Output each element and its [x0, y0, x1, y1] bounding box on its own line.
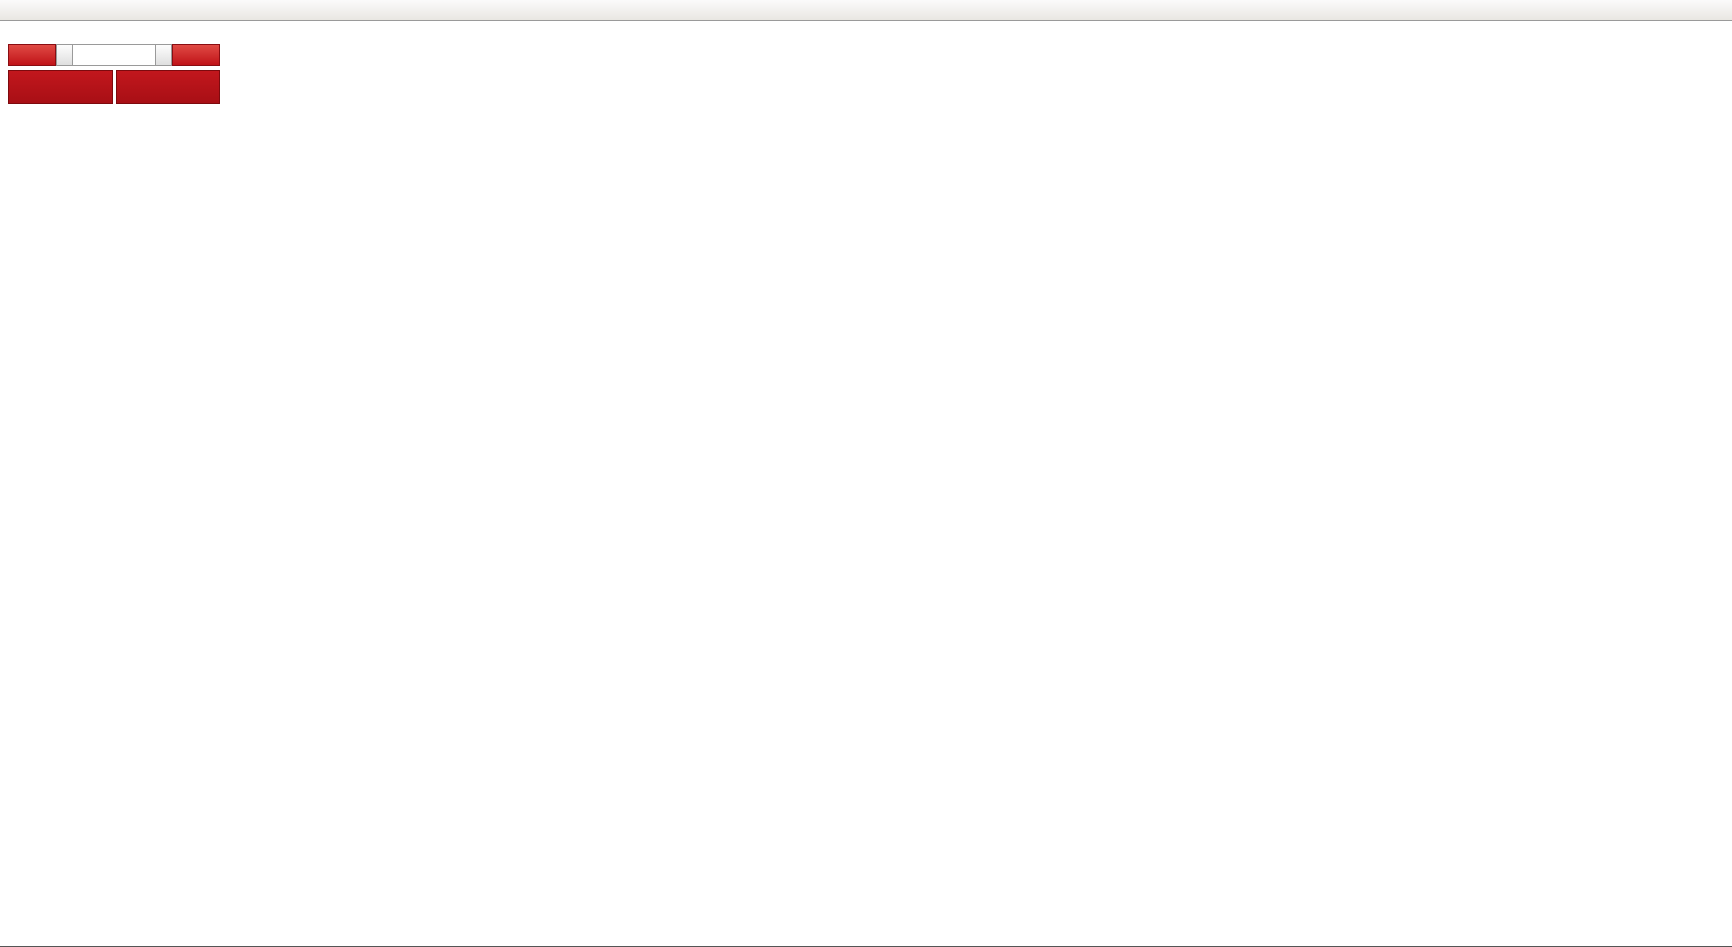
volume-increase-button[interactable]: [155, 44, 172, 66]
one-click-trade-panel: [8, 44, 220, 104]
main-toolbar: [0, 0, 1732, 21]
volume-input[interactable]: [73, 44, 155, 66]
sell-price-display[interactable]: [8, 70, 113, 104]
buy-button[interactable]: [172, 44, 220, 66]
volume-decrease-button[interactable]: [56, 44, 73, 66]
buy-price-display[interactable]: [115, 70, 220, 104]
chart-title: [6, 26, 16, 38]
sell-button[interactable]: [8, 44, 56, 66]
